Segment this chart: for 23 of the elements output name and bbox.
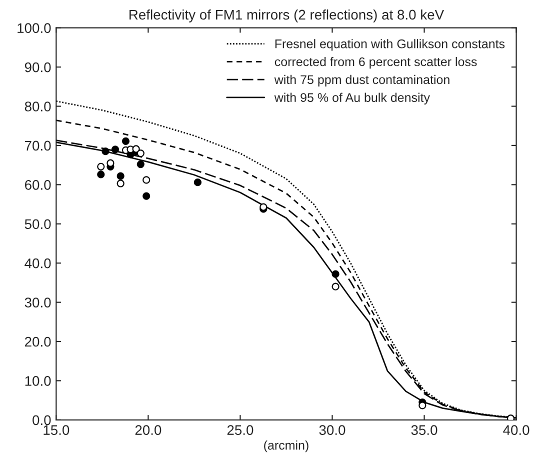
y-tick-label: 10.0 [25,376,51,386]
x-tick-label: 25.0 [227,425,254,435]
x-tick-label: 30.0 [319,425,346,435]
y-tick-label: 0.0 [32,415,51,426]
legend-label: with 95 % of Au bulk density [274,92,430,104]
legend-label: Fresnel equation with Gullikson constants [275,39,505,51]
y-tick-label: 60.0 [24,180,51,190]
y-tick-label: 20.0 [24,336,51,347]
legend-label: with 75 ppm dust contamination [274,74,450,87]
y-tick-label: 30.0 [24,298,51,308]
chart-title: Reflectivity of FM1 mirrors (2 reflections) at 8.0 keV [130,9,444,22]
y-tick-label: 50.0 [24,219,51,230]
x-axis-title: (arcmin) [264,440,308,452]
y-tick-label: 70.0 [24,140,51,151]
y-tick-label: 80.0 [24,102,51,112]
x-tick-label: 15.0 [44,425,70,435]
y-tick-label: 100.0 [18,23,51,34]
x-tick-label: 20.0 [135,425,162,435]
legend-label: corrected from 6 percent scatter loss [274,56,477,69]
x-tick-label: 40.0 [503,425,530,435]
y-tick-label: 90.0 [24,62,51,72]
x-tick-label: 35.0 [411,425,438,435]
y-tick-label: 40.0 [24,258,51,268]
